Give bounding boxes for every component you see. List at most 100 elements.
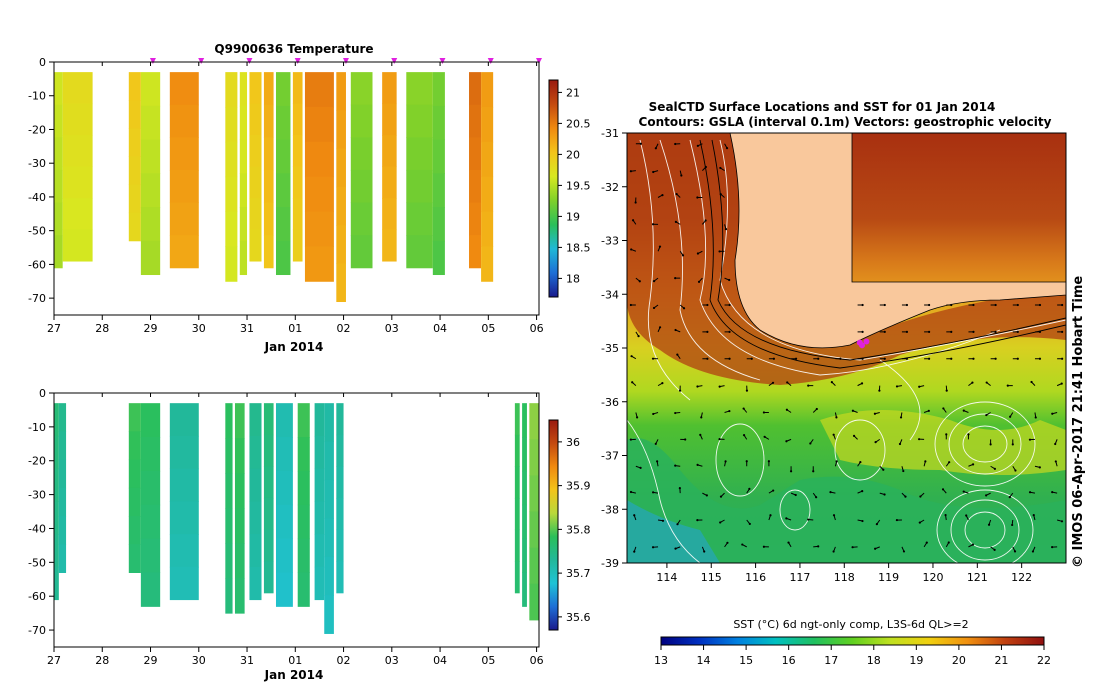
velocity-vector-head xyxy=(661,382,664,385)
salinity-axes-frame xyxy=(53,392,540,648)
velocity-vector-head xyxy=(681,254,685,257)
profile-cell xyxy=(481,176,494,213)
profile-cell xyxy=(314,566,325,601)
profile-cell xyxy=(275,173,291,208)
velocity-vector-head xyxy=(928,357,931,360)
velocity-vector-head xyxy=(924,460,927,463)
velocity-vector-head xyxy=(993,548,996,551)
lat-tick-label: -33 xyxy=(601,235,619,248)
profile-cell xyxy=(169,566,199,601)
sst-leeuwin-current xyxy=(627,133,1066,385)
profile-cell xyxy=(432,173,445,208)
velocity-vector-head xyxy=(678,487,681,490)
profile-cell xyxy=(469,104,482,138)
velocity-vector-head xyxy=(861,357,864,360)
velocity-vector-head xyxy=(945,433,948,436)
map-area xyxy=(627,133,1066,563)
velocity-vector-head xyxy=(652,306,656,310)
profile-cell xyxy=(169,403,199,437)
velocity-vector-head xyxy=(861,490,864,493)
profile-cell xyxy=(140,240,161,276)
profile-cell xyxy=(62,198,93,231)
velocity-vector-head xyxy=(972,330,975,333)
velocity-vector-head xyxy=(703,550,706,553)
velocity-vector-head xyxy=(942,407,945,410)
profile-cell xyxy=(263,561,274,594)
profile-cell xyxy=(234,578,245,614)
profile-cell xyxy=(336,263,346,303)
velocity-vector-head xyxy=(944,513,947,517)
profile-cell xyxy=(249,166,262,199)
velocity-vector-head xyxy=(629,170,633,173)
velocity-vector-head xyxy=(962,490,965,493)
profile-cell xyxy=(350,169,373,204)
velocity-vector-head xyxy=(742,407,745,410)
velocity-vector-head xyxy=(728,409,731,413)
velocity-vector-head xyxy=(1028,438,1032,441)
velocity-vector-head xyxy=(832,550,835,553)
profile-cell xyxy=(249,403,262,437)
velocity-vector-head xyxy=(639,466,642,470)
profile-cell xyxy=(54,566,59,601)
surfacing-marker xyxy=(439,58,446,64)
colorbar-tick-label: 19.5 xyxy=(566,179,591,192)
profile-cell xyxy=(382,198,397,231)
lon-tick-label: 121 xyxy=(967,571,988,584)
velocity-vector-head xyxy=(696,463,699,466)
x-tick-label: 03 xyxy=(385,654,399,667)
salinity-profiles xyxy=(54,403,539,634)
lat-tick-label: -36 xyxy=(601,396,619,409)
y-tick-label: -50 xyxy=(28,556,46,569)
profile-cell xyxy=(225,72,238,108)
velocity-vector-head xyxy=(874,547,877,550)
velocity-vector-head xyxy=(1016,303,1019,307)
profile-cell xyxy=(324,518,334,558)
colorbar-tick-label: 20.5 xyxy=(566,117,591,130)
velocity-vector-head xyxy=(785,440,788,443)
velocity-vector-head xyxy=(652,170,655,174)
y-tick-label: -20 xyxy=(28,123,46,136)
velocity-vector-head xyxy=(706,303,709,307)
profile-cell xyxy=(54,235,63,269)
profile-cell xyxy=(275,105,291,141)
profile-cell xyxy=(169,235,199,269)
velocity-vector-head xyxy=(1016,357,1019,360)
gsla-contours xyxy=(627,139,1066,563)
y-tick-label: -40 xyxy=(28,522,46,535)
profile-cell xyxy=(382,103,397,136)
lon-tick-label: 115 xyxy=(701,571,722,584)
temperature-colorbar xyxy=(548,79,559,298)
lon-tick-label: 120 xyxy=(922,571,943,584)
profile-cell xyxy=(128,156,141,186)
profile-cell xyxy=(140,72,161,107)
velocity-vector-head xyxy=(928,303,931,307)
velocity-vector-head xyxy=(769,514,772,517)
profile-cell xyxy=(225,473,233,509)
velocity-vector-head xyxy=(674,277,677,280)
profile-cell xyxy=(529,583,539,621)
lat-tick-label: -31 xyxy=(601,127,619,140)
y-tick-label: -10 xyxy=(28,90,46,103)
velocity-vector-head xyxy=(812,470,815,473)
velocity-vector-head xyxy=(965,514,968,517)
salinity-x-axis: 27 28 29 30 31 01 02 03 04 05 06 xyxy=(47,393,544,667)
velocity-vector-head xyxy=(839,357,842,360)
salinity-panel: 27 28 29 30 31 01 02 03 04 05 06 0 -10 -20 -30 -40 -50 -… xyxy=(28,387,590,682)
profile-cell xyxy=(275,403,293,438)
sst-colorbar-tick-label: 16 xyxy=(782,654,796,667)
velocity-vector-head xyxy=(989,443,992,446)
velocity-vector-head xyxy=(718,438,721,441)
velocity-vector-head xyxy=(994,330,997,333)
profile-cell xyxy=(382,72,397,105)
profile-cell xyxy=(249,501,262,535)
profile-cell xyxy=(304,106,334,143)
velocity-vector-head xyxy=(705,494,708,497)
x-tick-label: 04 xyxy=(433,654,447,667)
profile-cell xyxy=(292,103,303,136)
x-tick-label: 06 xyxy=(530,654,544,667)
profile-cell xyxy=(169,72,199,106)
velocity-vector-head xyxy=(750,357,753,360)
profile-cell xyxy=(275,207,291,242)
velocity-vector-head xyxy=(895,385,899,388)
profile-cell xyxy=(432,139,445,174)
